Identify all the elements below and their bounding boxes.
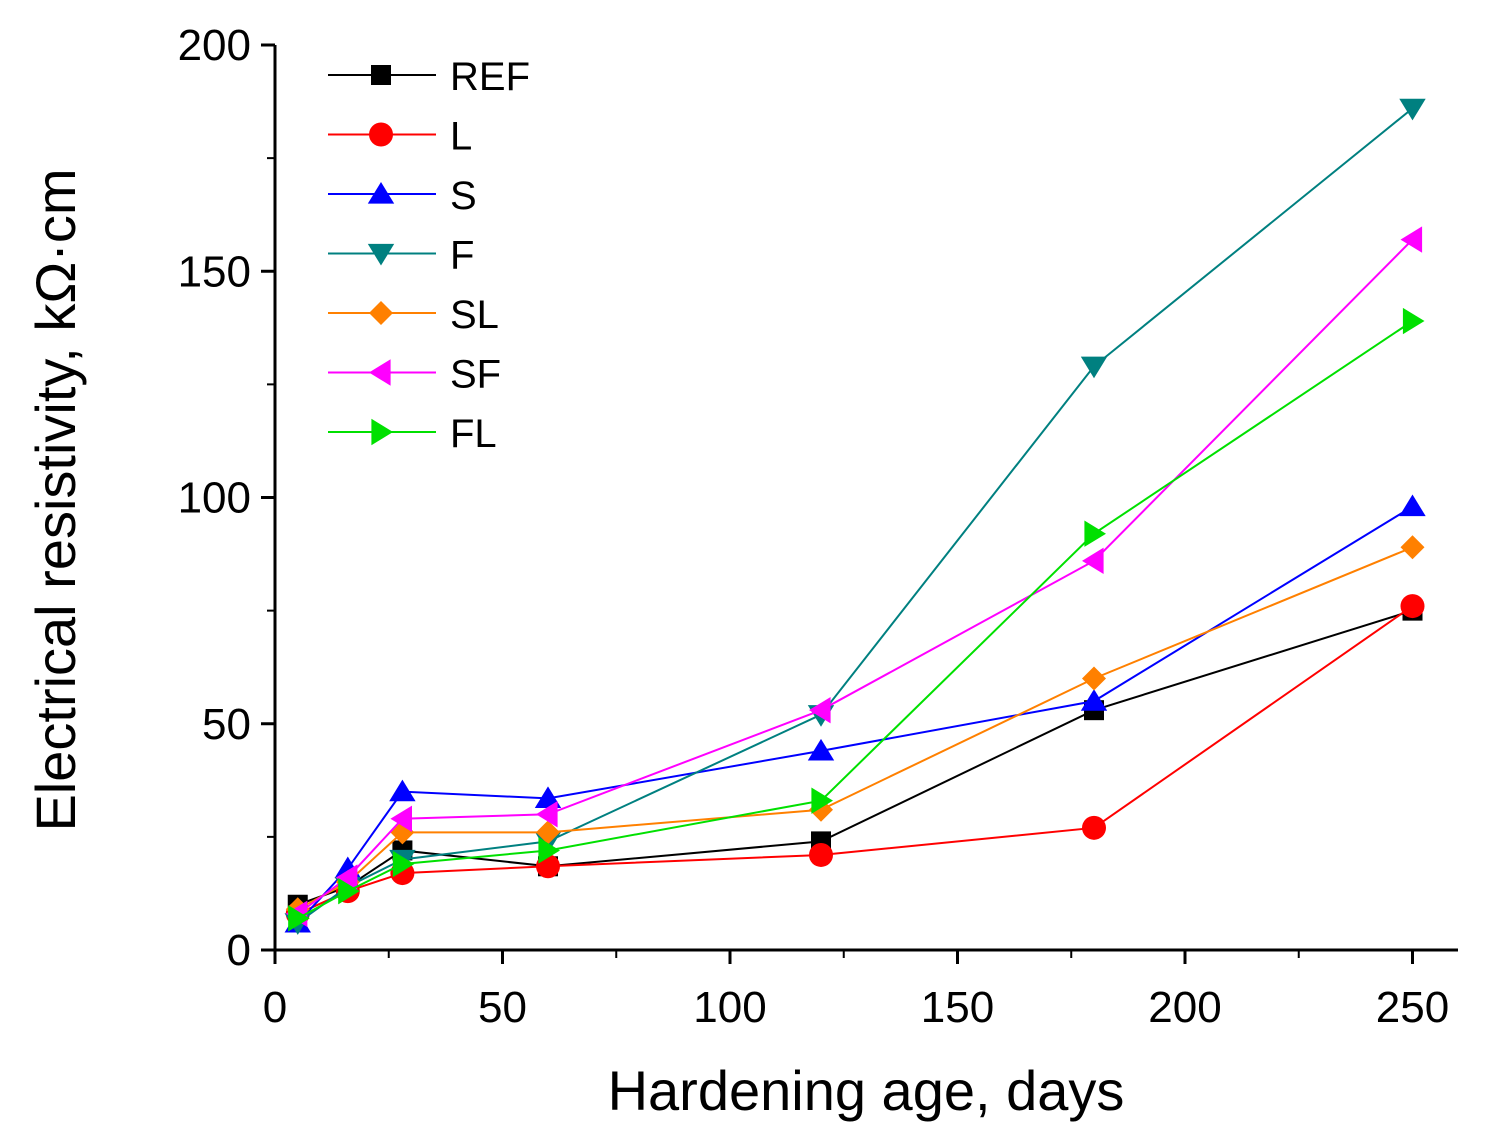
legend-marker-f	[367, 243, 395, 266]
data-point-s	[1080, 689, 1108, 711]
legend-item-sf: SF	[328, 353, 501, 397]
y-tick-label: 100	[178, 474, 251, 523]
y-tick-label: 200	[178, 21, 251, 70]
legend-label-s: S	[450, 174, 477, 218]
data-point-sf	[536, 801, 558, 828]
series-ref	[287, 600, 1423, 915]
data-point-s	[1399, 494, 1426, 517]
legend-label-fl: FL	[450, 412, 497, 456]
legend-marker-s	[367, 182, 395, 204]
data-point-sf	[390, 805, 412, 832]
data-point-l	[1082, 815, 1106, 840]
x-tick-label: 50	[478, 983, 527, 1032]
series-sl	[285, 535, 1425, 922]
legend-item-s: S	[328, 174, 477, 218]
legend-label-f: F	[450, 234, 474, 278]
series-line-sf	[297, 238, 1414, 915]
legend-label-sl: SL	[450, 293, 499, 337]
legend-label-ref: REF	[450, 55, 530, 99]
data-point-fl	[392, 850, 415, 878]
data-point-sf	[1082, 547, 1104, 575]
data-point-fl	[1402, 307, 1425, 335]
data-point-s	[807, 738, 835, 761]
y-axis-ticks: 0 50 100 150 200	[178, 21, 275, 975]
legend-item-l: L	[328, 115, 472, 159]
data-point-l	[809, 842, 833, 867]
data-point-f	[1080, 356, 1108, 379]
data-point-s	[389, 779, 416, 802]
data-point-sf	[335, 864, 358, 891]
data-point-f	[1399, 98, 1426, 121]
legend-item-f: F	[328, 234, 474, 278]
data-point-sf	[1400, 226, 1423, 253]
series-line-l	[297, 605, 1414, 915]
x-tick-label: 250	[1376, 983, 1449, 1032]
data-point-fl	[1084, 520, 1106, 547]
legend-marker-sf	[369, 359, 391, 386]
series-s	[284, 494, 1426, 933]
series-l	[285, 594, 1425, 926]
legend-marker-ref	[371, 65, 391, 85]
x-tick-label: 0	[263, 983, 287, 1032]
series-line-f	[297, 107, 1414, 924]
series-line-s	[297, 505, 1414, 924]
series-line-fl	[297, 320, 1414, 920]
legend-marker-sl	[369, 301, 393, 325]
series-line-ref	[297, 609, 1413, 906]
series-line-sl	[297, 546, 1413, 911]
x-tick-label: 200	[1148, 983, 1221, 1032]
x-tick-label: 150	[921, 983, 994, 1032]
data-point-fl	[288, 905, 310, 932]
y-tick-label: 0	[227, 926, 251, 975]
legend-marker-l	[369, 122, 393, 147]
legend-label-l: L	[450, 115, 472, 159]
data-point-sl	[1400, 535, 1425, 560]
data-point-sf	[809, 696, 831, 724]
x-axis-ticks: 0 50 100 150 200 250	[263, 950, 1449, 1032]
data-point-l	[1400, 594, 1425, 619]
legend-item-sl: SL	[328, 293, 499, 337]
x-tick-label: 100	[693, 983, 766, 1032]
legend-marker-fl	[371, 418, 393, 446]
legend-item-fl: FL	[328, 412, 497, 456]
series-layer	[284, 98, 1426, 935]
data-point-s	[534, 786, 562, 809]
y-axis-title: Electrical resistivity, kΩ·cm	[24, 168, 87, 831]
x-axis-title: Hardening age, days	[608, 1059, 1125, 1122]
y-tick-label: 150	[178, 247, 251, 296]
data-point-sl	[536, 820, 560, 845]
legend-label-sf: SF	[450, 353, 501, 397]
data-point-fl	[538, 837, 560, 864]
series-f	[284, 98, 1426, 935]
y-tick-label: 50	[202, 700, 251, 749]
data-point-sl	[1082, 666, 1106, 691]
series-fl	[288, 307, 1425, 932]
legend-item-ref: REF	[328, 55, 530, 99]
data-point-fl	[811, 787, 833, 814]
data-point-fl	[338, 877, 360, 905]
